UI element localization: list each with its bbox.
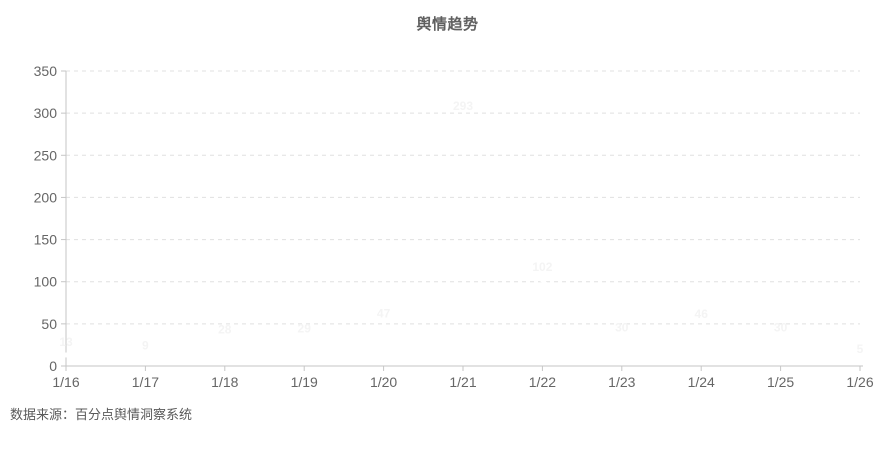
data-point	[301, 339, 307, 345]
data-point	[619, 338, 625, 344]
data-point-label: 5	[857, 342, 864, 356]
x-axis-tick-label: 1/24	[688, 374, 715, 390]
x-axis-tick-label: 1/22	[529, 374, 556, 390]
x-axis-tick-label: 1/25	[767, 374, 794, 390]
x-axis-tick-label: 1/20	[370, 374, 397, 390]
x-axis-tick-label: 1/18	[211, 374, 238, 390]
x-axis-tick-label: 1/26	[846, 374, 873, 390]
data-point-label: 30	[615, 321, 629, 335]
y-axis-tick-label: 100	[34, 274, 58, 290]
data-point	[381, 323, 387, 329]
y-axis-tick-label: 250	[34, 147, 58, 163]
data-point	[698, 324, 704, 330]
y-axis-tick-label: 0	[49, 358, 57, 374]
data-point-label: 102	[532, 260, 552, 274]
data-point-label: 46	[695, 307, 709, 321]
data-point-label: 29	[298, 322, 312, 336]
x-axis-tick-label: 1/19	[291, 374, 318, 390]
x-axis-tick-label: 1/16	[52, 374, 79, 390]
data-point-label: 293	[453, 99, 473, 113]
data-point	[222, 339, 228, 345]
data-point-label: 13	[59, 335, 73, 349]
y-axis-tick-label: 150	[34, 232, 58, 248]
data-point-label: 30	[774, 321, 788, 335]
data-point-label: 28	[218, 322, 232, 336]
data-point	[539, 277, 545, 283]
data-point	[63, 352, 69, 358]
x-axis-tick-label: 1/23	[608, 374, 635, 390]
data-point	[857, 359, 863, 365]
x-axis-tick-label: 1/17	[132, 374, 159, 390]
data-point-label: 47	[377, 306, 391, 320]
data-source-note: 数据来源：百分点舆情洞察系统	[10, 407, 193, 422]
data-point	[142, 355, 148, 361]
y-axis-tick-label: 200	[34, 189, 58, 205]
x-axis-tick-label: 1/21	[449, 374, 476, 390]
data-point-label: 9	[142, 338, 149, 352]
y-axis-tick-label: 350	[34, 63, 58, 79]
y-axis-tick-label: 50	[41, 316, 57, 332]
chart-title: 舆情趋势	[416, 16, 479, 33]
data-point	[778, 338, 784, 344]
data-point	[460, 116, 466, 122]
y-axis-tick-label: 300	[34, 105, 58, 121]
